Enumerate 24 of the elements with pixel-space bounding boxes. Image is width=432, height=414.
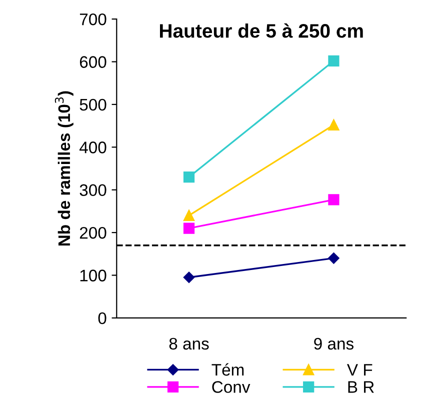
legend-label: Tém [212,363,244,376]
point [183,210,195,222]
y-tick-label: 500 [80,98,106,111]
chart-title: Hauteur de 5 à 250 cm [160,23,363,38]
y-tick-label: 200 [80,226,106,239]
y-tick-label: 0 [98,312,106,324]
y-tick-label: 700 [80,13,106,26]
y-tick-label: 600 [80,56,106,68]
point [183,171,195,183]
point [328,55,340,66]
y-axis-title: Nb de ramilles (10$^{3}$) [54,91,74,246]
point [328,194,340,206]
point [183,222,195,234]
y-tick-label: 100 [80,270,106,282]
x-tick-label: 9 ans [314,338,354,350]
y-tick-label: 400 [79,142,106,154]
legend-label: Conv [212,381,250,393]
point [328,119,340,130]
point [183,272,195,283]
point [328,252,340,264]
y-tick-label: 300 [80,184,106,196]
legend-label: V F [346,364,372,376]
legend-label: B R [348,381,374,393]
x-tick-label: 8 ans [169,338,209,350]
